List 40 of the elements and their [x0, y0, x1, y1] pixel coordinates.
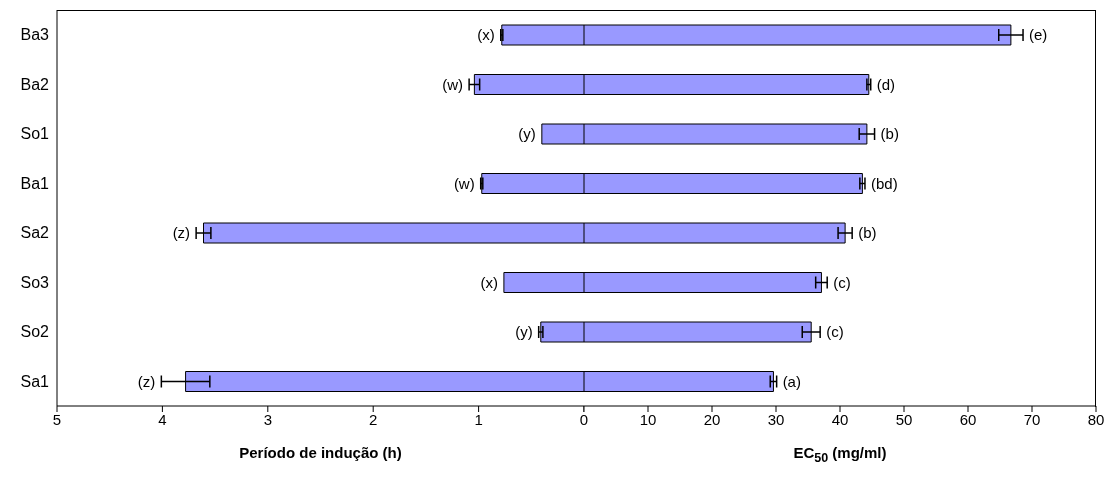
annotation: (y) [518, 125, 536, 143]
x-tick-label: 0 [579, 410, 589, 428]
annotation: (x) [477, 26, 495, 44]
x-tick-label: 50 [895, 410, 913, 428]
annotation: (a) [782, 372, 801, 390]
y-tick-label: Sa2 [20, 224, 50, 242]
annotation: (x) [480, 273, 498, 291]
annotation: (b) [858, 224, 877, 242]
x-tick-label: 30 [767, 410, 785, 428]
x-axis-title: Período de indução (h) [238, 444, 403, 461]
annotation: (c) [833, 273, 851, 291]
annotation: (e) [1029, 26, 1048, 44]
annotation: (z) [172, 224, 191, 242]
annotation: (y) [515, 323, 533, 341]
annotation: (z) [137, 372, 156, 390]
y-tick-label: Sa1 [20, 372, 50, 390]
x-tick-label: 1 [474, 410, 483, 428]
annotation: (w) [453, 174, 475, 192]
x-tick-label: 20 [703, 410, 721, 428]
x-tick-label: 3 [263, 410, 272, 428]
annotation: (b) [880, 125, 899, 143]
x-tick-label: 10 [639, 410, 657, 428]
y-tick-label: Ba2 [20, 75, 50, 93]
annotation: (c) [826, 323, 844, 341]
y-tick-label: So2 [20, 323, 50, 341]
y-tick-label: Ba1 [20, 174, 50, 192]
x-tick-label: 40 [831, 410, 849, 428]
y-tick-label: Ba3 [20, 26, 50, 44]
x-tick-label: 70 [1023, 410, 1041, 428]
x-tick-label: 80 [1087, 410, 1105, 428]
annotation: (d) [876, 75, 896, 93]
x-tick-label: 4 [158, 410, 167, 428]
y-tick-label: So3 [20, 273, 50, 291]
x-tick-label: 5 [52, 410, 62, 428]
x-tick-label: 2 [369, 410, 378, 428]
y-tick-label: So1 [20, 125, 50, 143]
annotation: (bd) [870, 174, 898, 192]
annotation: (w) [442, 75, 464, 93]
x-tick-label: 60 [959, 410, 977, 428]
x-axis-title: EC$_{50}$ (mg/ml) [792, 444, 888, 465]
